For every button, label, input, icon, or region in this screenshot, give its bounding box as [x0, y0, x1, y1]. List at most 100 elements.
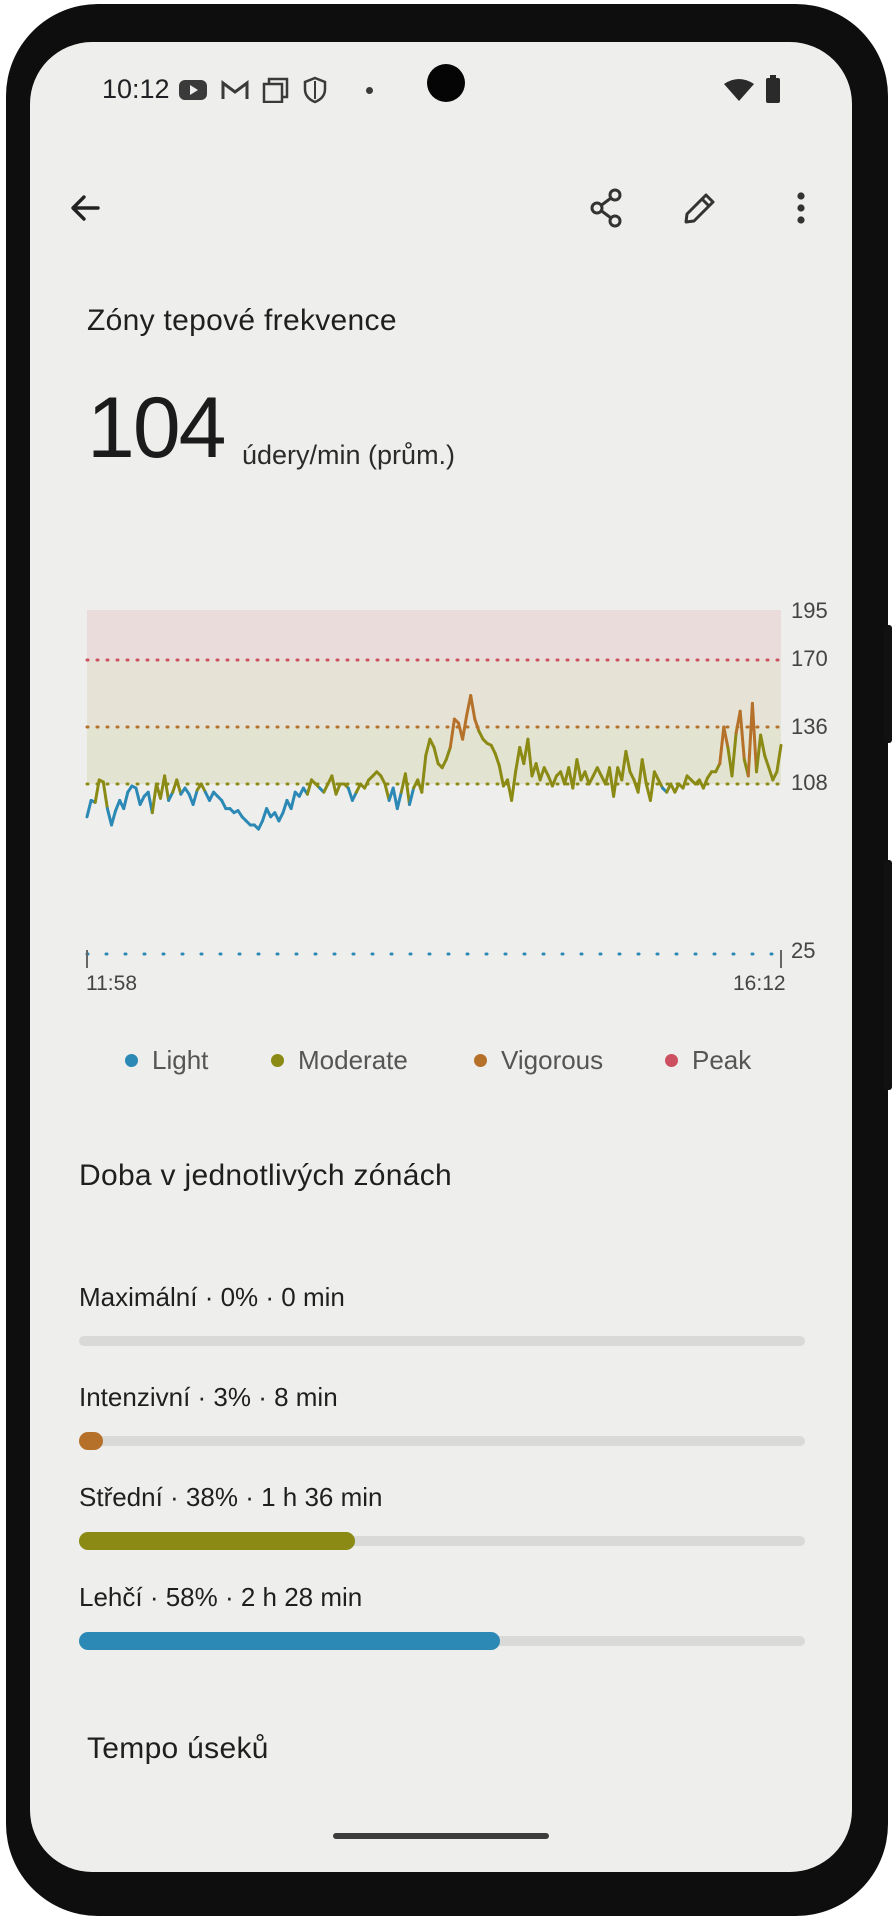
heart-rate-line-segment	[657, 778, 665, 790]
zone-label-vigorous: Intenzivní · 3% · 8 min	[79, 1382, 338, 1412]
battery-icon	[766, 75, 780, 103]
heart-rate-line-segment	[330, 774, 338, 796]
zone-bar-vigorous	[79, 1432, 805, 1450]
legend-item-moderate: Moderate	[271, 1045, 408, 1076]
heart-rate-line-segment	[175, 778, 183, 796]
moderate-zone-band	[87, 727, 781, 784]
peak-zone-band	[87, 610, 781, 660]
heart-rate-line-segment	[395, 790, 403, 811]
heart-rate-line-segment	[444, 745, 452, 762]
heart-rate-line-segment	[636, 758, 644, 794]
heart-rate-line-segment	[289, 790, 297, 811]
y-tick-label: 136	[791, 714, 828, 739]
heart-rate-unit: údery/min (prům.)	[242, 440, 456, 470]
gesture-home-bar[interactable]	[333, 1833, 549, 1839]
screen: 10:12	[30, 42, 852, 1872]
heart-rate-line-segment	[448, 717, 456, 749]
vigorous-zone-band	[87, 660, 781, 727]
heart-rate-line-segment	[514, 745, 522, 774]
heart-rate-line-segment	[571, 758, 579, 790]
heart-rate-line-segment	[403, 772, 411, 806]
heart-rate-line-segment	[110, 809, 118, 827]
x-tick-label-end: 16:12	[733, 972, 786, 995]
heart-rate-line-segment	[379, 774, 387, 786]
heart-rate-line-segment	[428, 737, 436, 749]
y-tick-label: 25	[791, 938, 816, 963]
heart-rate-line-segment	[587, 774, 595, 786]
heart-rate-line-segment	[575, 758, 583, 782]
heart-rate-line-segment	[489, 743, 497, 755]
heart-rate-line-segment	[383, 782, 391, 802]
heart-rate-line-segment	[750, 701, 758, 774]
heart-rate-line-segment	[93, 778, 101, 804]
dot-icon	[366, 87, 373, 94]
heart-rate-line-segment	[305, 778, 313, 796]
heart-rate-line-segment	[648, 770, 656, 802]
heart-rate-line-segment	[595, 766, 603, 778]
zone-bar-fill	[79, 1432, 103, 1450]
heart-rate-line-segment	[350, 790, 358, 802]
heart-rate-line-segment	[767, 766, 775, 782]
heart-rate-line-segment	[334, 782, 342, 796]
heart-rate-line-segment	[220, 798, 228, 811]
heart-rate-line-segment	[277, 811, 285, 823]
legend-dot	[125, 1053, 138, 1067]
heart-rate-line-segment	[542, 766, 550, 778]
heart-rate-line-segment	[759, 733, 767, 757]
heart-rate-line-segment	[624, 749, 632, 774]
heart-rate-line-segment	[510, 770, 518, 802]
shield-icon	[303, 76, 327, 104]
heart-rate-line-segment	[163, 774, 171, 802]
heart-rate-line-segment	[420, 754, 428, 794]
heart-rate-line-segment	[681, 774, 689, 790]
wifi-icon	[724, 79, 754, 101]
heart-rate-line-segment	[477, 729, 485, 741]
heart-rate-line-segment	[261, 807, 269, 823]
y-tick-label: 108	[791, 770, 828, 795]
heart-rate-line-segment	[134, 786, 142, 806]
screenshot-icon	[262, 77, 289, 103]
legend-dot	[271, 1053, 284, 1067]
more-vert-icon[interactable]	[773, 180, 829, 236]
y-tick-label: 195	[791, 598, 828, 623]
zone-bar-fill	[79, 1532, 355, 1550]
zone-label-peak: Maximální · 0% · 0 min	[79, 1282, 345, 1312]
heart-rate-line-segment	[432, 745, 440, 766]
heart-rate-line-segment	[469, 694, 477, 721]
heart-rate-line-segment	[628, 770, 636, 782]
heart-rate-line-segment	[322, 782, 330, 794]
heart-rate-line-segment	[473, 717, 481, 733]
heart-rate-line-segment	[138, 794, 146, 806]
heart-rate-line-segment	[550, 774, 558, 788]
heart-rate-line-segment	[620, 749, 628, 782]
page-title: Zóny tepové frekvence	[87, 304, 397, 337]
heart-rate-line-segment	[424, 737, 432, 757]
back-arrow-icon[interactable]	[58, 180, 114, 236]
splits-section-title: Tempo úseků	[87, 1732, 269, 1765]
gmail-icon	[221, 80, 249, 99]
share-icon[interactable]	[578, 180, 634, 236]
heart-rate-line-segment	[281, 798, 289, 815]
heart-rate-line-segment	[363, 778, 371, 790]
heart-rate-line-segment	[701, 776, 709, 790]
heart-rate-line-segment	[738, 709, 746, 762]
front-camera	[427, 64, 465, 102]
heart-rate-line-segment	[652, 770, 660, 782]
status-bar: 10:12	[30, 42, 852, 132]
heart-rate-line-segment	[85, 798, 93, 819]
zone-label-light: Lehčí · 58% · 2 h 28 min	[79, 1582, 363, 1612]
zone-bar-peak	[79, 1336, 805, 1346]
zone-bar-moderate	[79, 1532, 805, 1550]
legend-label: Light	[152, 1045, 209, 1075]
zone-bar-light	[79, 1632, 805, 1650]
heart-rate-line-segment	[440, 758, 448, 770]
heart-rate-line-segment	[408, 786, 416, 806]
edit-icon[interactable]	[672, 180, 728, 236]
legend-label: Moderate	[298, 1045, 408, 1075]
heart-rate-line-segment	[346, 786, 354, 802]
zone-bar-fill	[79, 1632, 501, 1650]
heart-rate-line-segment	[714, 762, 722, 774]
heart-rate-line-segment	[775, 743, 783, 774]
heart-rate-line-segment	[191, 788, 199, 806]
zone-label-moderate: Střední · 38% · 1 h 36 min	[79, 1482, 383, 1512]
